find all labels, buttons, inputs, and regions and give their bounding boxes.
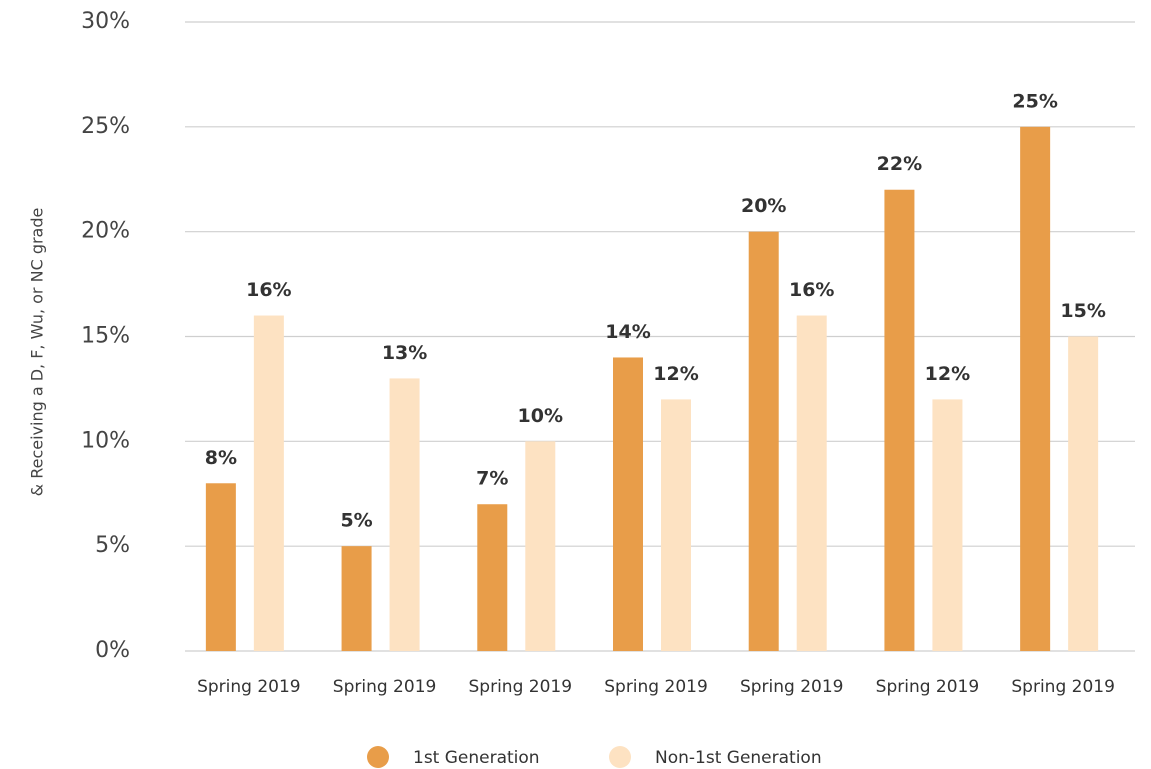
y-tick-label: 15% — [81, 324, 130, 349]
data-label: 13% — [382, 342, 427, 364]
bar — [1020, 126, 1051, 652]
x-tick-label: Spring 2019 — [740, 677, 844, 697]
bar — [253, 315, 284, 651]
x-tick-label: Spring 2019 — [197, 677, 301, 697]
x-tick-label: Spring 2019 — [1011, 677, 1115, 697]
legend-label: Non-1st Generation — [655, 748, 822, 768]
y-tick-label: 30% — [81, 9, 130, 34]
data-label: 16% — [789, 279, 834, 301]
y-tick-label: 5% — [95, 533, 130, 558]
bar — [613, 357, 643, 651]
y-axis-label: & Receiving a D, F, Wu, or NC grade — [28, 208, 47, 497]
data-label: 10% — [518, 405, 563, 427]
data-label: 25% — [1012, 90, 1057, 112]
data-label: 14% — [605, 321, 650, 343]
data-label: 16% — [246, 279, 291, 301]
bar — [748, 231, 779, 651]
data-label: 8% — [205, 447, 237, 469]
bar — [525, 441, 556, 651]
y-tick-label: 25% — [81, 114, 130, 139]
bar — [389, 378, 420, 651]
data-label: 12% — [925, 363, 970, 385]
y-tick-label: 0% — [95, 638, 130, 663]
data-label: 15% — [1060, 300, 1105, 322]
x-tick-label: Spring 2019 — [604, 677, 708, 697]
x-tick-label: Spring 2019 — [469, 677, 573, 697]
bar — [341, 546, 372, 651]
bar — [884, 189, 915, 651]
bar — [477, 504, 508, 651]
y-tick-label: 20% — [81, 219, 130, 244]
bar — [1068, 336, 1099, 651]
legend-swatch — [367, 746, 389, 768]
bar — [205, 483, 236, 651]
data-label: 12% — [653, 363, 698, 385]
data-label: 7% — [476, 468, 508, 490]
legend-label: 1st Generation — [413, 748, 540, 768]
x-tick-label: Spring 2019 — [876, 677, 980, 697]
bar — [661, 399, 691, 651]
bar — [932, 399, 963, 651]
data-label: 20% — [741, 195, 786, 217]
x-tick-label: Spring 2019 — [333, 677, 437, 697]
data-label: 22% — [877, 153, 922, 175]
data-label: 5% — [340, 510, 372, 532]
y-tick-label: 10% — [81, 428, 130, 453]
legend-swatch — [609, 746, 631, 768]
bar — [796, 315, 827, 651]
